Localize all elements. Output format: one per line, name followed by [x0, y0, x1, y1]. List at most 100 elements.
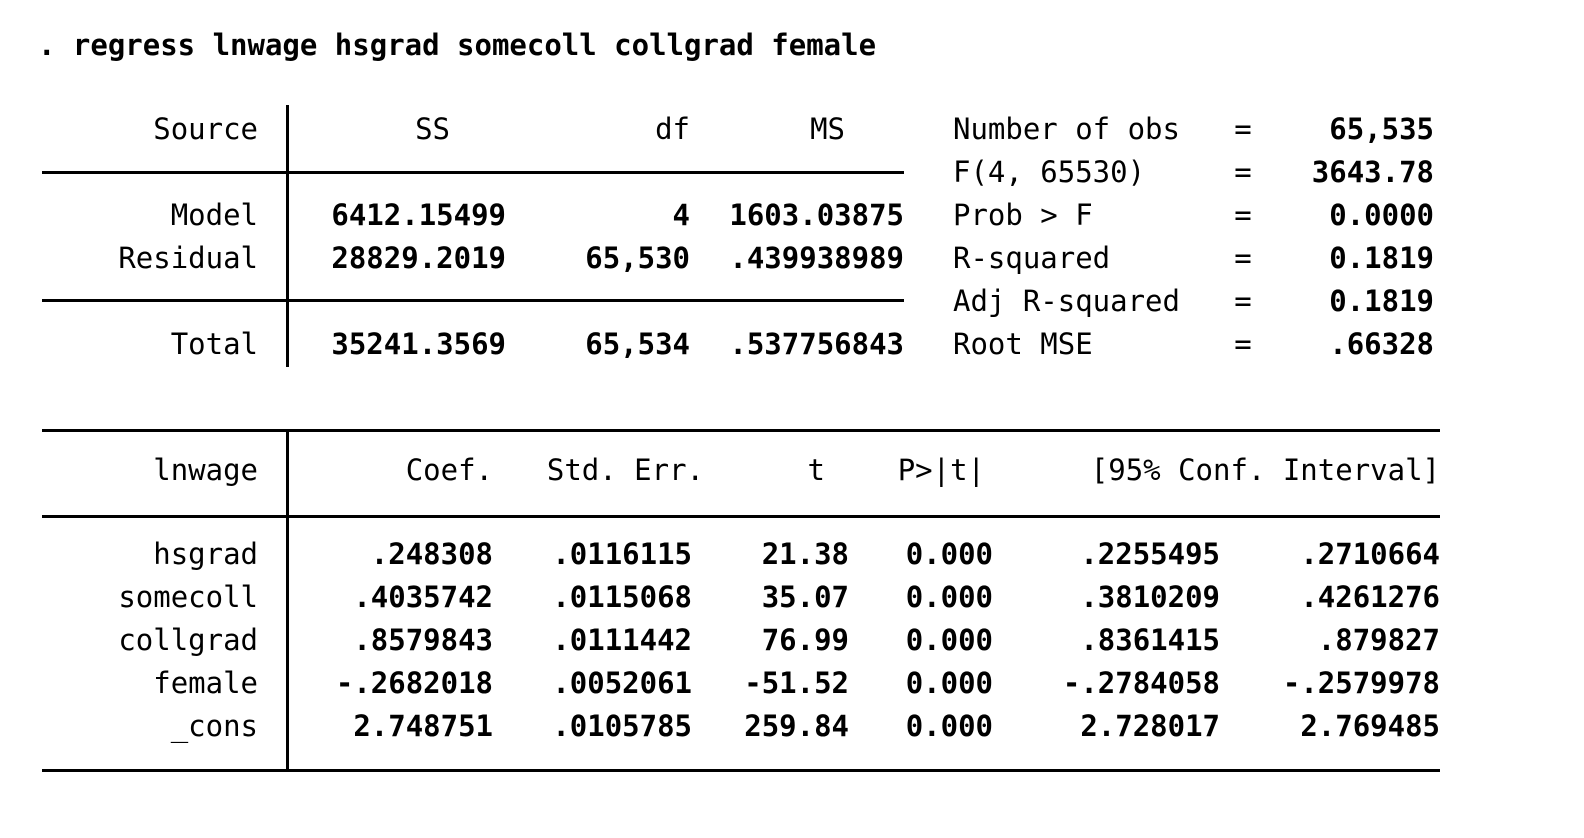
coef-top-rule [42, 429, 1440, 432]
stat-label: F(4, 65530) [953, 155, 1146, 189]
anova-divider-bar [286, 105, 289, 367]
ci-upper-value: .2710664 [1300, 537, 1440, 571]
p-value: 0.000 [905, 666, 993, 700]
stat-row-number-of-obs: Number of obs = 65,535 [953, 108, 1434, 151]
coef-value: .8579843 [353, 623, 493, 657]
anova-row-label: Total [170, 327, 258, 361]
anova-ss-value: 6412.15499 [331, 198, 506, 232]
stat-row-root-mse: Root MSE = .66328 [953, 323, 1434, 366]
stat-value: 0.1819 [1329, 241, 1434, 275]
stat-row-prob-f: Prob > F = 0.0000 [953, 194, 1434, 237]
anova-ms-value: .537756843 [729, 327, 904, 361]
stderr-value: .0105785 [552, 709, 692, 743]
anova-header-ms: MS [810, 112, 845, 146]
coef-var-label: collgrad [118, 623, 258, 657]
stderr-value: .0116115 [552, 537, 692, 571]
ci-lower-value: 2.728017 [1080, 709, 1220, 743]
anova-total-rule [42, 299, 904, 302]
anova-row-model: Model 6412.15499 4 1603.03875 [42, 194, 904, 237]
coef-row-somecoll: somecoll .4035742 .0115068 35.07 0.000 .… [42, 576, 1440, 619]
anova-top-rule [42, 171, 904, 174]
ci-upper-value: -.2579978 [1282, 666, 1440, 700]
coef-header-p: P>|t| [897, 453, 985, 487]
anova-header-df: df [655, 112, 690, 146]
p-value: 0.000 [905, 623, 993, 657]
stat-label: Prob > F [953, 198, 1093, 232]
coef-header-t: t [807, 453, 825, 487]
equals-sign: = [1234, 112, 1252, 146]
equals-sign: = [1234, 241, 1252, 275]
t-value: 259.84 [744, 709, 849, 743]
equals-sign: = [1234, 327, 1252, 361]
ci-upper-value: .879827 [1317, 623, 1440, 657]
coef-header-coef: Coef. [405, 453, 493, 487]
ci-lower-value: .8361415 [1080, 623, 1220, 657]
anova-row-label: Residual [118, 241, 258, 275]
anova-df-value: 65,530 [585, 241, 690, 275]
p-value: 0.000 [905, 709, 993, 743]
ci-lower-value: .3810209 [1080, 580, 1220, 614]
anova-header-ss: SS [415, 112, 450, 146]
stat-value: 3643.78 [1311, 155, 1434, 189]
anova-ss-value: 35241.3569 [331, 327, 506, 361]
stat-row-r-squared: R-squared = 0.1819 [953, 237, 1434, 280]
coef-var-label: _cons [170, 709, 258, 743]
anova-ms-value: 1603.03875 [729, 198, 904, 232]
equals-sign: = [1234, 198, 1252, 232]
ci-upper-value: .4261276 [1300, 580, 1440, 614]
coef-bottom-rule [42, 769, 1440, 772]
coef-value: -.2682018 [335, 666, 493, 700]
t-value: 21.38 [761, 537, 849, 571]
coef-var-label: hsgrad [153, 537, 258, 571]
stderr-value: .0111442 [552, 623, 692, 657]
p-value: 0.000 [905, 537, 993, 571]
anova-df-value: 65,534 [585, 327, 690, 361]
stderr-value: .0052061 [552, 666, 692, 700]
anova-header-row: Source SS df MS [42, 108, 845, 151]
equals-sign: = [1234, 284, 1252, 318]
coef-header-row: lnwage Coef. Std. Err. t P>|t| [95% Conf… [42, 449, 1440, 492]
anova-header-source: Source [153, 112, 258, 146]
anova-ms-value: .439938989 [729, 241, 904, 275]
coef-row-cons: _cons 2.748751 .0105785 259.84 0.000 2.7… [42, 705, 1440, 748]
coef-value: .4035742 [353, 580, 493, 614]
coef-var-label: somecoll [118, 580, 258, 614]
coef-row-collgrad: collgrad .8579843 .0111442 76.99 0.000 .… [42, 619, 1440, 662]
coef-row-female: female -.2682018 .0052061 -51.52 0.000 -… [42, 662, 1440, 705]
coef-var-label: female [153, 666, 258, 700]
stderr-value: .0115068 [552, 580, 692, 614]
coef-row-hsgrad: hsgrad .248308 .0116115 21.38 0.000 .225… [42, 533, 1440, 576]
stat-label: Adj R-squared [953, 284, 1180, 318]
p-value: 0.000 [905, 580, 993, 614]
coef-value: .248308 [370, 537, 493, 571]
stat-label: Root MSE [953, 327, 1093, 361]
stat-row-f-statistic: F(4, 65530) = 3643.78 [953, 151, 1434, 194]
coef-value: 2.748751 [353, 709, 493, 743]
stat-value: .66328 [1329, 327, 1434, 361]
t-value: -51.52 [744, 666, 849, 700]
coef-header-stderr: Std. Err. [546, 453, 704, 487]
stat-value: 65,535 [1329, 112, 1434, 146]
coef-header-depvar: lnwage [153, 453, 258, 487]
coef-header-ci: [95% Conf. Interval] [1090, 453, 1440, 487]
coef-header-rule [42, 515, 1440, 518]
t-value: 76.99 [761, 623, 849, 657]
ci-upper-value: 2.769485 [1300, 709, 1440, 743]
stat-label: Number of obs [953, 112, 1180, 146]
anova-row-residual: Residual 28829.2019 65,530 .439938989 [42, 237, 904, 280]
stat-value: 0.0000 [1329, 198, 1434, 232]
anova-ss-value: 28829.2019 [331, 241, 506, 275]
stat-value: 0.1819 [1329, 284, 1434, 318]
anova-df-value: 4 [672, 198, 690, 232]
coef-divider-bar [286, 429, 289, 772]
anova-row-label: Model [170, 198, 258, 232]
command-line: . regress lnwage hsgrad somecoll collgra… [38, 28, 877, 62]
t-value: 35.07 [761, 580, 849, 614]
ci-lower-value: .2255495 [1080, 537, 1220, 571]
equals-sign: = [1234, 155, 1252, 189]
anova-row-total: Total 35241.3569 65,534 .537756843 [42, 323, 904, 366]
stat-label: R-squared [953, 241, 1111, 275]
stat-row-adj-r-squared: Adj R-squared = 0.1819 [953, 280, 1434, 323]
ci-lower-value: -.2784058 [1062, 666, 1220, 700]
